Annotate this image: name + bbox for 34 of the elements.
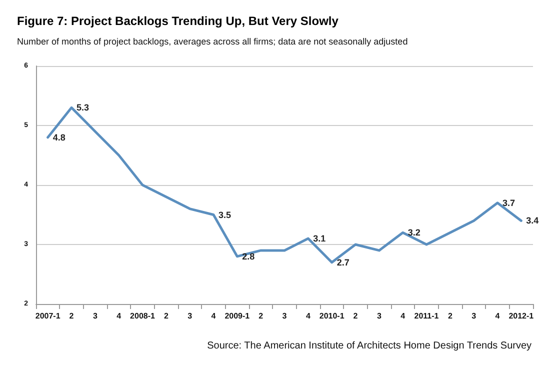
data-label: 2.8: [242, 251, 255, 262]
x-tick-label: 2: [353, 312, 358, 320]
data-label: 3.1: [313, 234, 326, 244]
x-tick-label: 2: [69, 312, 74, 320]
x-tick-label: 3: [92, 312, 98, 320]
x-tick-label: 3: [472, 312, 477, 320]
data-label: 2.7: [336, 257, 350, 268]
data-label: 3.2: [408, 228, 420, 238]
x-tick-label: 2: [164, 312, 169, 320]
x-tick-label: 2010-1: [319, 312, 345, 320]
x-tick-label: 3: [188, 312, 193, 320]
x-tick-label: 2008-1: [130, 312, 156, 320]
x-tick-label: 2009-1: [224, 312, 250, 320]
chart-title: Figure 7: Project Backlogs Trending Up, But Very Slowly: [17, 14, 339, 28]
source-note: Source: The American Institute of Architects Home Design Trends Survey: [207, 340, 532, 352]
x-tick-label: 3: [282, 312, 288, 320]
x-tick-label: 4: [495, 312, 500, 320]
x-tick-label: 2011-1: [414, 312, 440, 320]
x-tick-label: 2: [448, 312, 453, 320]
data-label: 3.5: [218, 210, 232, 220]
x-tick-label: 2: [258, 312, 264, 320]
x-tick-label: 4: [116, 312, 122, 320]
data-label: 4.8: [52, 132, 66, 142]
x-tick-label: 4: [400, 312, 406, 320]
data-label: 3.4: [526, 216, 539, 226]
data-label: 5.3: [76, 102, 90, 113]
chart-subtitle: Number of months of project backlogs, averages across all firms; data are not seasonally adjusted: [17, 36, 408, 46]
line-series: [46, 106, 522, 264]
data-label: 3.7: [502, 198, 516, 208]
x-tick-label: 2007-1: [35, 312, 61, 320]
x-tick-label: 3: [376, 312, 382, 320]
x-tick-label: 2012-1: [508, 312, 534, 320]
x-tick-label: 4: [306, 312, 311, 320]
x-tick-label: 4: [211, 312, 216, 320]
